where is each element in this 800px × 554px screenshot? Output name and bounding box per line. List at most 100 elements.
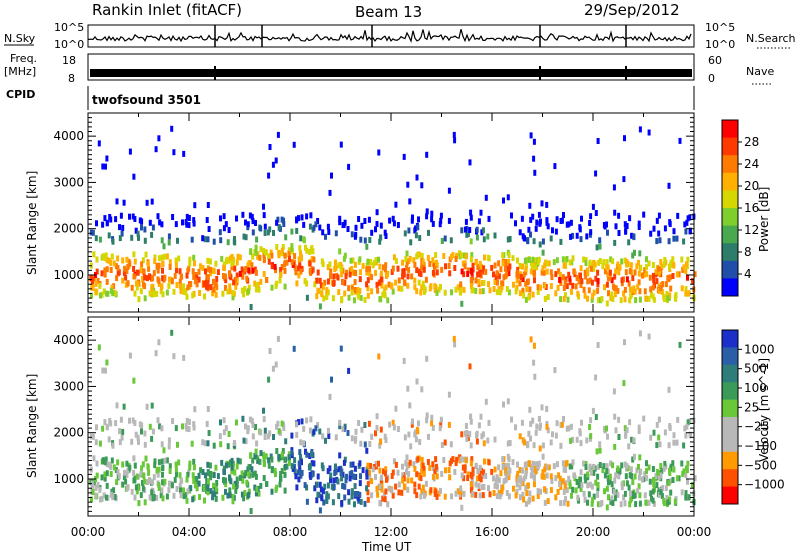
velocity-cell bbox=[521, 480, 525, 486]
power-cell bbox=[625, 259, 629, 265]
power-cell bbox=[157, 255, 161, 262]
velocity-cell bbox=[594, 479, 598, 486]
power-cell bbox=[358, 276, 362, 283]
power-cell bbox=[422, 261, 426, 268]
velocity-cell bbox=[133, 494, 137, 501]
velocity-cell bbox=[380, 480, 384, 487]
velocity-cell bbox=[628, 472, 632, 479]
colorbar-tick-label: −25 bbox=[744, 420, 769, 434]
velocity-cell bbox=[611, 500, 615, 506]
velocity-cell bbox=[147, 469, 151, 476]
colorbar-segment bbox=[722, 260, 738, 279]
power-cell bbox=[534, 264, 538, 271]
power-cell bbox=[324, 233, 327, 240]
velocity-cell bbox=[262, 416, 266, 423]
velocity-cell bbox=[588, 424, 592, 430]
velocity-cell bbox=[589, 433, 593, 440]
power-cell bbox=[116, 265, 120, 272]
power-cell bbox=[579, 282, 583, 288]
velocity-cell bbox=[222, 429, 226, 436]
power-cell bbox=[174, 262, 178, 269]
velocity-cell bbox=[561, 478, 565, 485]
power-cell bbox=[397, 277, 401, 284]
power-cell bbox=[461, 260, 465, 267]
velocity-cell bbox=[156, 471, 160, 478]
power-cell bbox=[498, 289, 502, 296]
power-cell bbox=[588, 277, 592, 284]
power-cell bbox=[174, 257, 178, 264]
power-cell bbox=[249, 249, 253, 255]
power-cell bbox=[211, 290, 215, 297]
power-cell bbox=[529, 216, 533, 223]
power-cell bbox=[290, 259, 294, 266]
velocity-cell bbox=[115, 479, 119, 486]
power-cell bbox=[622, 176, 626, 183]
power-cell bbox=[175, 282, 179, 288]
velocity-cell bbox=[568, 463, 572, 470]
velocity-cell bbox=[462, 490, 466, 497]
velocity-cell bbox=[299, 439, 303, 446]
colorbar-segment bbox=[722, 347, 738, 366]
power-cell bbox=[339, 141, 343, 148]
power-cell bbox=[378, 296, 382, 303]
power-cell bbox=[588, 220, 592, 226]
velocity-cell bbox=[543, 499, 547, 506]
power-cell bbox=[207, 226, 211, 232]
power-cell bbox=[318, 303, 322, 310]
velocity-cell bbox=[630, 495, 633, 502]
power-cell bbox=[652, 277, 656, 284]
velocity-cell bbox=[313, 485, 317, 492]
velocity-cell bbox=[273, 467, 277, 474]
power-cell bbox=[370, 274, 374, 281]
velocity-cell bbox=[638, 454, 642, 461]
power-cell bbox=[251, 267, 255, 274]
power-cell bbox=[657, 270, 661, 277]
power-cell bbox=[565, 221, 569, 228]
power-cell bbox=[524, 266, 528, 273]
velocity-cell bbox=[651, 497, 655, 504]
velocity-cell bbox=[143, 430, 147, 437]
power-cell bbox=[568, 275, 572, 282]
power-cell bbox=[155, 290, 159, 297]
power-cell bbox=[283, 252, 287, 259]
power-cell bbox=[684, 228, 688, 235]
power-cell bbox=[234, 283, 238, 290]
power-cell bbox=[434, 284, 438, 291]
velocity-cell bbox=[466, 471, 470, 478]
power-cell bbox=[684, 290, 688, 297]
velocity-cell bbox=[637, 424, 641, 431]
velocity-cell bbox=[514, 424, 517, 431]
velocity-cell bbox=[471, 490, 475, 497]
velocity-cell bbox=[209, 470, 213, 477]
power-cell bbox=[165, 289, 169, 296]
power-cell bbox=[220, 255, 224, 262]
colorbar-tick-label: 28 bbox=[744, 135, 759, 149]
power-cell bbox=[121, 277, 125, 284]
power-cell bbox=[464, 253, 468, 260]
power-cell bbox=[238, 270, 242, 277]
power-cell bbox=[498, 286, 502, 292]
velocity-cell bbox=[545, 423, 549, 430]
velocity-cell bbox=[505, 490, 509, 496]
velocity-cell bbox=[133, 420, 137, 426]
velocity-cell bbox=[416, 456, 420, 463]
velocity-cell bbox=[549, 439, 553, 446]
velocity-cell bbox=[109, 471, 113, 477]
power-cell bbox=[523, 257, 527, 264]
power-cell bbox=[675, 271, 679, 278]
power-cell bbox=[576, 290, 580, 297]
power-cell bbox=[611, 296, 615, 302]
power-cell bbox=[140, 261, 144, 268]
power-cell bbox=[378, 263, 382, 270]
power-cell bbox=[276, 216, 280, 223]
velocity-cell bbox=[230, 464, 234, 471]
velocity-cell bbox=[148, 477, 152, 484]
power-cell bbox=[189, 281, 193, 288]
power-cell bbox=[517, 273, 520, 280]
velocity-cell bbox=[357, 420, 361, 426]
power-cell bbox=[350, 289, 354, 296]
power-cell bbox=[258, 254, 262, 261]
velocity-cell bbox=[298, 449, 302, 456]
power-cell bbox=[562, 295, 566, 302]
